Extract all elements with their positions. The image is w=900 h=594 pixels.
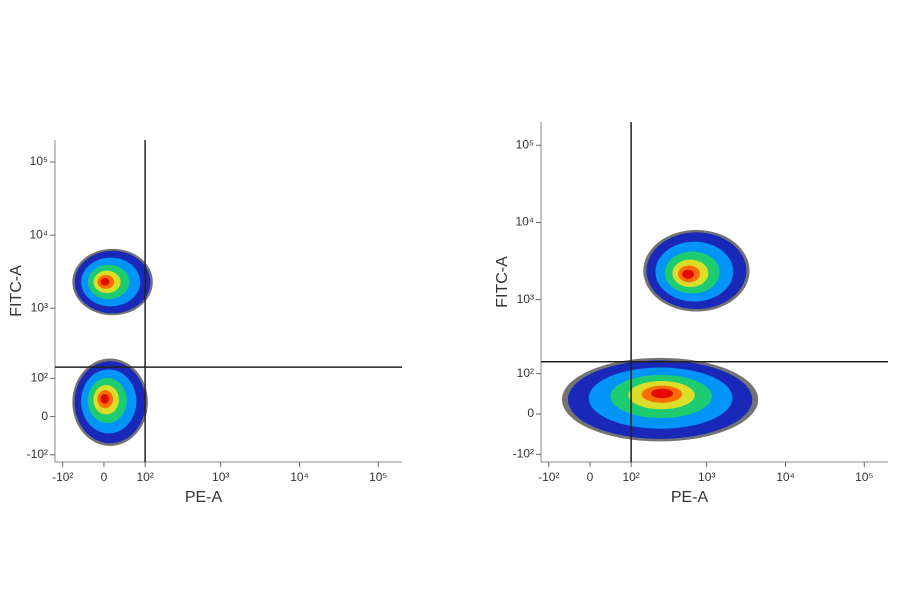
y-tick-label: 0 — [41, 409, 48, 423]
x-tick-label: 0 — [101, 470, 108, 484]
y-tick-label: 10⁵ — [516, 137, 534, 151]
y-tick-label: 10⁴ — [29, 227, 48, 241]
x-tick-label: 10² — [622, 470, 639, 484]
y-tick-label: 10⁴ — [515, 215, 534, 229]
y-tick-label: 10⁵ — [30, 154, 48, 168]
x-tick-label: 10³ — [698, 470, 715, 484]
x-tick-label: -10² — [538, 470, 559, 484]
x-axis-label: PE-A — [185, 489, 223, 506]
x-tick-label: 10⁵ — [369, 470, 387, 484]
y-axis-label: FITC-A — [494, 256, 511, 308]
y-tick-label: -10² — [513, 447, 534, 461]
population-density — [100, 393, 109, 404]
x-tick-label: 10⁴ — [290, 470, 309, 484]
y-tick-label: 10² — [517, 366, 534, 380]
x-axis-label: PE-A — [671, 489, 709, 506]
population-density — [651, 388, 674, 399]
y-tick-label: 10³ — [31, 300, 48, 314]
x-tick-label: -10² — [52, 470, 73, 484]
population-density — [100, 278, 110, 286]
y-tick-label: 10³ — [517, 292, 534, 306]
y-tick-label: -10² — [27, 447, 48, 461]
y-tick-label: 0 — [527, 406, 534, 420]
x-tick-label: 10² — [136, 470, 153, 484]
x-tick-label: 10⁵ — [855, 470, 873, 484]
population-density — [682, 269, 695, 279]
x-tick-label: 10⁴ — [776, 470, 795, 484]
y-tick-label: 10² — [31, 371, 48, 385]
y-axis-label: FITC-A — [8, 265, 25, 317]
x-tick-label: 0 — [587, 470, 594, 484]
x-tick-label: 10³ — [212, 470, 229, 484]
